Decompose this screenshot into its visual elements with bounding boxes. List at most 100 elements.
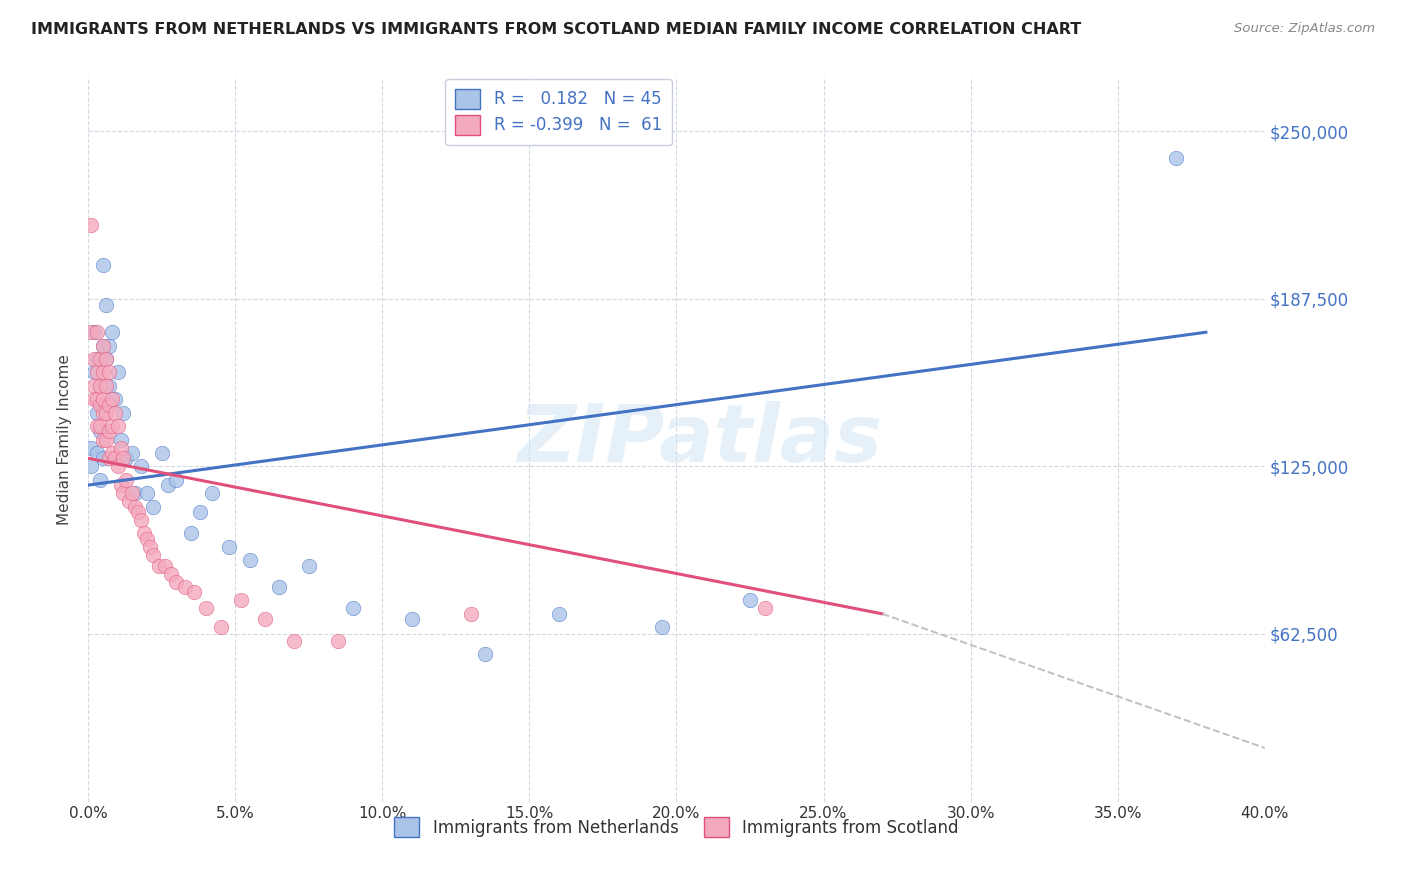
Point	[139, 540, 162, 554]
Point	[121, 486, 143, 500]
Point	[142, 548, 165, 562]
Point	[110, 441, 132, 455]
Point	[183, 585, 205, 599]
Point	[124, 500, 146, 514]
Point	[83, 325, 105, 339]
Point	[89, 398, 111, 412]
Point	[91, 451, 114, 466]
Point	[129, 513, 152, 527]
Point	[97, 379, 120, 393]
Point	[153, 558, 176, 573]
Point	[83, 366, 105, 380]
Point	[754, 601, 776, 615]
Point	[547, 607, 569, 621]
Point	[180, 526, 202, 541]
Point	[142, 500, 165, 514]
Point	[86, 325, 108, 339]
Point	[209, 620, 232, 634]
Point	[1166, 151, 1188, 165]
Point	[80, 441, 103, 455]
Point	[97, 366, 120, 380]
Point	[86, 419, 108, 434]
Point	[80, 218, 103, 232]
Point	[80, 325, 103, 339]
Point	[342, 601, 364, 615]
Point	[104, 451, 127, 466]
Point	[738, 593, 761, 607]
Point	[100, 419, 122, 434]
Point	[121, 446, 143, 460]
Point	[91, 338, 114, 352]
Point	[118, 494, 141, 508]
Point	[148, 558, 170, 573]
Point	[283, 633, 305, 648]
Point	[112, 451, 135, 466]
Point	[124, 486, 146, 500]
Point	[83, 392, 105, 407]
Point	[110, 433, 132, 447]
Point	[239, 553, 262, 567]
Point	[89, 473, 111, 487]
Point	[91, 406, 114, 420]
Point	[298, 558, 321, 573]
Legend: Immigrants from Netherlands, Immigrants from Scotland: Immigrants from Netherlands, Immigrants …	[388, 810, 965, 844]
Point	[401, 612, 423, 626]
Point	[112, 486, 135, 500]
Point	[89, 425, 111, 439]
Point	[132, 526, 155, 541]
Point	[94, 352, 117, 367]
Y-axis label: Median Family Income: Median Family Income	[58, 354, 72, 525]
Point	[91, 338, 114, 352]
Point	[86, 352, 108, 367]
Point	[86, 446, 108, 460]
Point	[97, 398, 120, 412]
Point	[94, 352, 117, 367]
Point	[129, 459, 152, 474]
Point	[115, 473, 138, 487]
Point	[91, 433, 114, 447]
Text: IMMIGRANTS FROM NETHERLANDS VS IMMIGRANTS FROM SCOTLAND MEDIAN FAMILY INCOME COR: IMMIGRANTS FROM NETHERLANDS VS IMMIGRANT…	[31, 22, 1081, 37]
Point	[107, 419, 129, 434]
Point	[97, 451, 120, 466]
Text: ZIPatlas: ZIPatlas	[517, 401, 883, 478]
Text: Source: ZipAtlas.com: Source: ZipAtlas.com	[1234, 22, 1375, 36]
Point	[159, 566, 181, 581]
Point	[86, 392, 108, 407]
Point	[91, 392, 114, 407]
Point	[651, 620, 673, 634]
Point	[100, 325, 122, 339]
Point	[150, 446, 173, 460]
Point	[80, 459, 103, 474]
Point	[83, 379, 105, 393]
Point	[83, 352, 105, 367]
Point	[136, 486, 159, 500]
Point	[165, 574, 187, 589]
Point	[91, 366, 114, 380]
Point	[194, 601, 217, 615]
Point	[100, 392, 122, 407]
Point	[328, 633, 350, 648]
Point	[89, 379, 111, 393]
Point	[97, 425, 120, 439]
Point	[156, 478, 179, 492]
Point	[107, 366, 129, 380]
Point	[94, 433, 117, 447]
Point	[94, 406, 117, 420]
Point	[218, 540, 240, 554]
Point	[229, 593, 252, 607]
Point	[110, 478, 132, 492]
Point	[253, 612, 276, 626]
Point	[94, 379, 117, 393]
Point	[165, 473, 187, 487]
Point	[474, 647, 496, 661]
Point	[91, 258, 114, 272]
Point	[86, 366, 108, 380]
Point	[97, 338, 120, 352]
Point	[89, 352, 111, 367]
Point	[136, 532, 159, 546]
Point	[86, 406, 108, 420]
Point	[94, 298, 117, 312]
Point	[115, 451, 138, 466]
Point	[174, 580, 197, 594]
Point	[100, 446, 122, 460]
